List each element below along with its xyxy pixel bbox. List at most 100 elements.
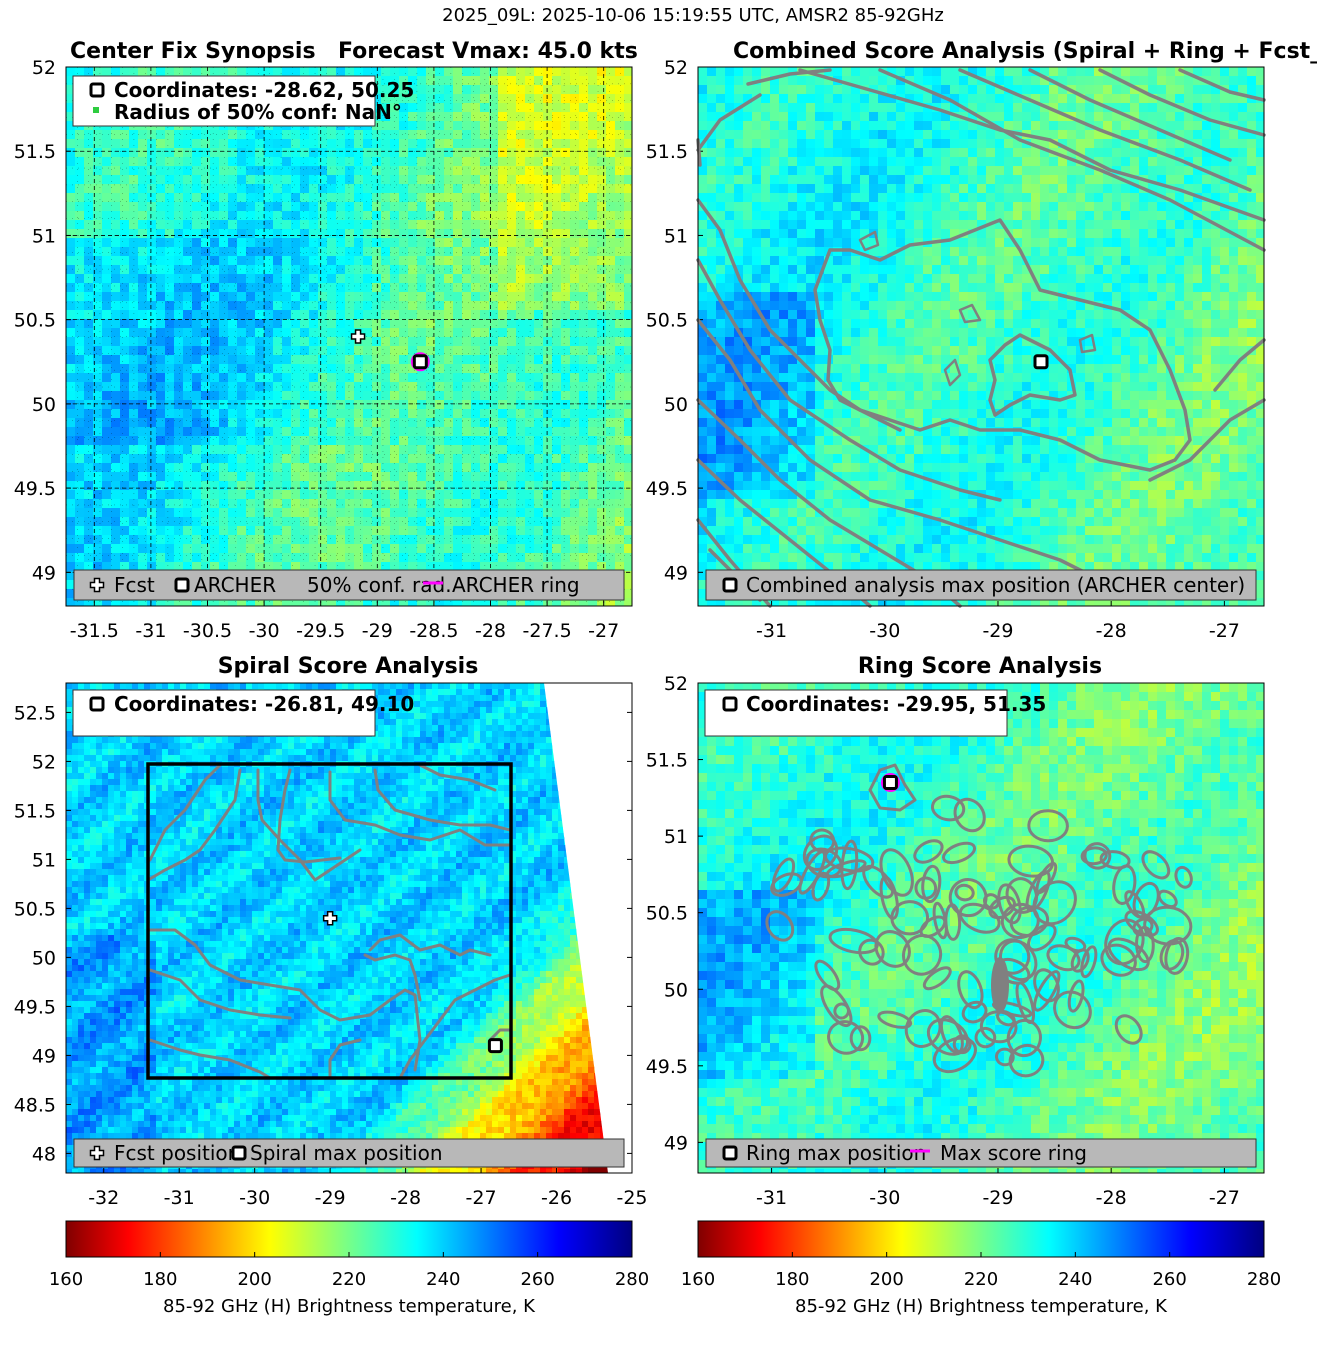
- brightness-cell: [201, 544, 210, 553]
- brightness-cell: [183, 148, 192, 157]
- brightness-cell: [399, 256, 408, 265]
- brightness-cell: [210, 490, 219, 499]
- brightness-cell: [75, 202, 84, 211]
- brightness-cell: [417, 265, 426, 274]
- brightness-cell: [237, 535, 246, 544]
- brightness-cell: [381, 364, 390, 373]
- brightness-cell: [734, 211, 743, 220]
- brightness-cell: [462, 247, 471, 256]
- brightness-cell: [120, 391, 129, 400]
- brightness-cell: [615, 220, 624, 229]
- brightness-cell: [788, 526, 797, 535]
- brightness-cell: [752, 535, 761, 544]
- brightness-cell: [336, 175, 345, 184]
- brightness-cell: [597, 391, 606, 400]
- brightness-cell: [815, 211, 824, 220]
- brightness-cell: [752, 436, 761, 445]
- brightness-cell: [534, 319, 543, 328]
- brightness-cell: [743, 328, 752, 337]
- brightness-cell: [707, 247, 716, 256]
- brightness-cell: [246, 202, 255, 211]
- brightness-cell: [707, 499, 716, 508]
- brightness-cell: [120, 463, 129, 472]
- brightness-cell: [372, 445, 381, 454]
- brightness-cell: [183, 490, 192, 499]
- brightness-cell: [318, 535, 327, 544]
- brightness-cell: [570, 292, 579, 301]
- brightness-cell: [399, 346, 408, 355]
- brightness-cell: [507, 121, 516, 130]
- brightness-cell: [291, 373, 300, 382]
- brightness-cell: [624, 76, 632, 85]
- brightness-cell: [788, 211, 797, 220]
- brightness-cell: [363, 436, 372, 445]
- brightness-cell: [417, 553, 426, 562]
- brightness-cell: [147, 175, 156, 184]
- brightness-cell: [138, 265, 147, 274]
- brightness-cell: [66, 454, 75, 463]
- brightness-cell: [66, 481, 75, 490]
- brightness-cell: [534, 508, 543, 517]
- brightness-cell: [534, 148, 543, 157]
- brightness-cell: [129, 463, 138, 472]
- brightness-cell: [516, 148, 525, 157]
- brightness-cell: [408, 238, 417, 247]
- brightness-cell: [255, 319, 264, 328]
- brightness-cell: [138, 130, 147, 139]
- brightness-cell: [615, 355, 624, 364]
- brightness-cell: [147, 409, 156, 418]
- brightness-cell: [525, 292, 534, 301]
- brightness-cell: [615, 67, 624, 76]
- brightness-cell: [192, 472, 201, 481]
- brightness-cell: [345, 553, 354, 562]
- brightness-cell: [606, 202, 615, 211]
- brightness-cell: [797, 463, 806, 472]
- brightness-cell: [300, 436, 309, 445]
- brightness-cell: [255, 499, 264, 508]
- brightness-cell: [228, 148, 237, 157]
- brightness-cell: [345, 292, 354, 301]
- brightness-cell: [309, 445, 318, 454]
- brightness-cell: [354, 355, 363, 364]
- brightness-cell: [336, 130, 345, 139]
- brightness-cell: [824, 85, 833, 94]
- brightness-cell: [716, 76, 725, 85]
- brightness-cell: [698, 112, 707, 121]
- brightness-cell: [615, 364, 624, 373]
- brightness-cell: [174, 211, 183, 220]
- brightness-cell: [615, 175, 624, 184]
- brightness-cell: [833, 544, 842, 553]
- brightness-cell: [84, 508, 93, 517]
- brightness-cell: [66, 490, 75, 499]
- brightness-cell: [246, 328, 255, 337]
- brightness-cell: [624, 346, 632, 355]
- brightness-cell: [183, 400, 192, 409]
- brightness-cell: [770, 454, 779, 463]
- brightness-cell: [824, 436, 833, 445]
- brightness-cell: [806, 301, 815, 310]
- brightness-cell: [833, 292, 842, 301]
- brightness-cell: [210, 463, 219, 472]
- brightness-cell: [579, 418, 588, 427]
- brightness-cell: [318, 319, 327, 328]
- brightness-cell: [264, 202, 273, 211]
- brightness-cell: [282, 355, 291, 364]
- brightness-cell: [66, 517, 75, 526]
- brightness-cell: [336, 454, 345, 463]
- brightness-cell: [779, 508, 788, 517]
- brightness-cell: [480, 256, 489, 265]
- brightness-cell: [606, 481, 615, 490]
- y-tick-label: 50.5: [14, 310, 56, 332]
- brightness-cell: [761, 184, 770, 193]
- brightness-cell: [552, 535, 561, 544]
- brightness-cell: [525, 139, 534, 148]
- brightness-cell: [66, 391, 75, 400]
- brightness-cell: [129, 247, 138, 256]
- brightness-cell: [246, 526, 255, 535]
- brightness-cell: [480, 211, 489, 220]
- brightness-cell: [752, 103, 761, 112]
- brightness-cell: [318, 400, 327, 409]
- brightness-cell: [543, 310, 552, 319]
- brightness-cell: [597, 121, 606, 130]
- brightness-cell: [579, 274, 588, 283]
